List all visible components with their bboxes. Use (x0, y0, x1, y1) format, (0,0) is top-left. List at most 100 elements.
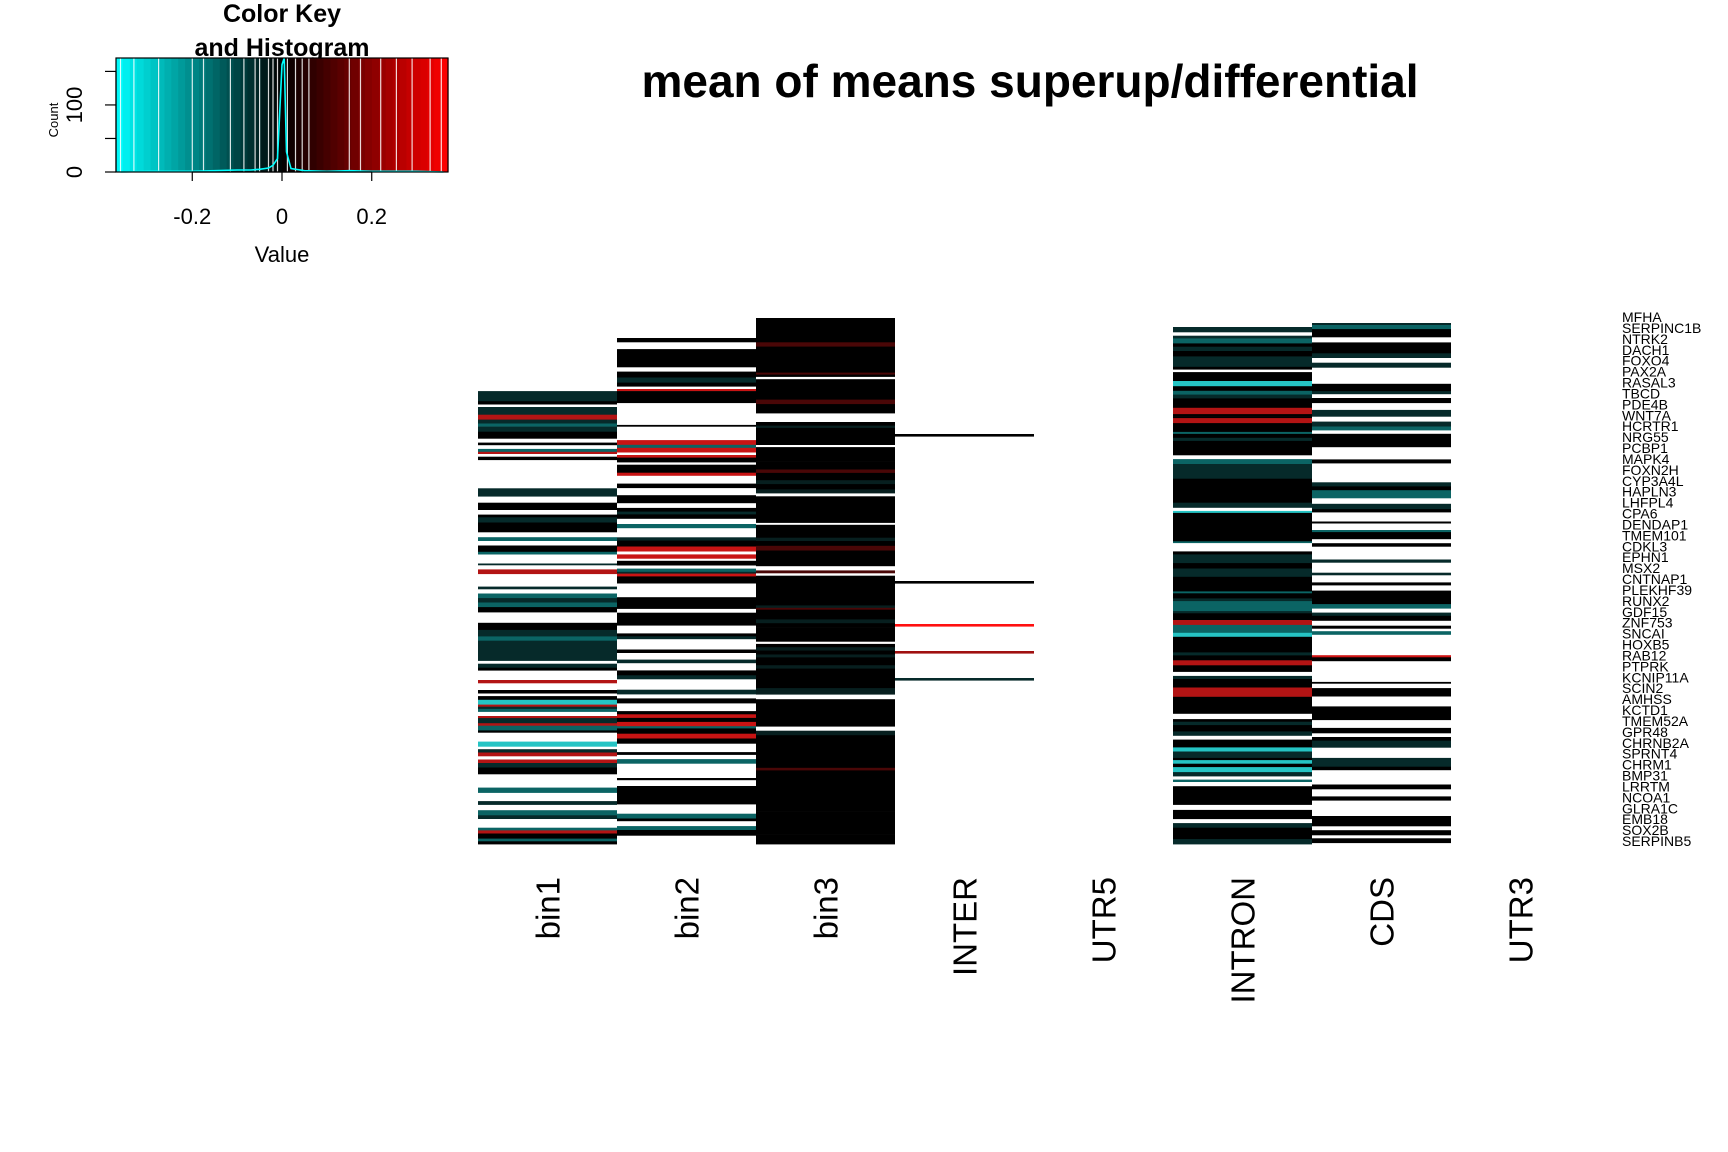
heatmap-cell (478, 723, 617, 726)
heatmap-cell (1312, 403, 1451, 407)
heatmap-cell (1312, 329, 1451, 335)
heatmap-cell (756, 358, 895, 362)
heatmap-cell (1173, 728, 1312, 732)
heatmap-cell (1173, 606, 1312, 612)
heatmap-cell (756, 427, 895, 433)
heatmap-cell (756, 522, 895, 526)
heatmap-cell (756, 360, 895, 365)
heatmap-cell (1312, 592, 1451, 596)
heatmap-cell (756, 694, 895, 700)
heatmap-cell (617, 495, 756, 499)
heatmap-cell (1312, 526, 1451, 531)
heatmap-cell (756, 619, 895, 624)
heatmap-cell (1312, 813, 1451, 817)
heatmap-cell (895, 553, 1034, 559)
heatmap-cell (617, 813, 756, 819)
heatmap-cell (617, 796, 756, 801)
heatmap-cell (478, 433, 617, 440)
heatmap-cell (756, 496, 895, 501)
color-key-segment (199, 58, 207, 172)
row-label: DENDAP1 (1622, 516, 1688, 532)
heatmap-cell (1312, 463, 1451, 470)
heatmap-cell (478, 779, 617, 784)
heatmap-cell (1173, 839, 1312, 845)
heatmap-cell (756, 322, 895, 328)
heatmap-cell (1173, 692, 1312, 698)
heatmap-cell (1173, 338, 1312, 344)
heatmap-cell (1173, 598, 1312, 602)
heatmap-cell (895, 498, 1034, 505)
heatmap-cell (617, 808, 756, 814)
heatmap-cell (1173, 819, 1312, 824)
heatmap-cell (617, 832, 756, 837)
heatmap-cell (1173, 670, 1312, 673)
row-label: GLRA1C (1622, 800, 1678, 816)
heatmap-cell (1312, 546, 1451, 550)
heatmap-cell (617, 592, 756, 598)
heatmap-cell (617, 672, 756, 676)
heatmap-cell (895, 513, 1034, 518)
heatmap-cell (895, 563, 1034, 569)
heatmap-cell (1173, 798, 1312, 803)
heatmap-cell (1312, 683, 1451, 689)
heatmap-cell (895, 542, 1034, 547)
heatmap-cell (478, 559, 617, 564)
heatmap-cell (1173, 343, 1312, 348)
heatmap-cell (756, 517, 895, 521)
heatmap-cell (756, 636, 895, 643)
heatmap-cell (1312, 578, 1451, 583)
heatmap-cell (1312, 498, 1451, 502)
heatmap-cell (1312, 353, 1451, 359)
heatmap-cell (756, 668, 895, 674)
heatmap-cell (478, 763, 617, 768)
heatmap-cell (478, 510, 617, 513)
heatmap-cell (1173, 796, 1312, 799)
heatmap-cell (1312, 430, 1451, 435)
heatmap-cell (1312, 362, 1451, 369)
heatmap-cell (617, 588, 756, 593)
heatmap-cell (1173, 719, 1312, 723)
heatmap-cell (1312, 676, 1451, 683)
heatmap-cell (478, 767, 617, 772)
heatmap-cell (756, 707, 895, 711)
heatmap-cell (478, 522, 617, 528)
heatmap-cell (1173, 507, 1312, 512)
heatmap-cell (617, 759, 756, 765)
heatmap-cell (895, 503, 1034, 508)
heatmap-cell (617, 665, 756, 671)
heatmap-cell (478, 636, 617, 642)
heatmap-cell (478, 675, 617, 681)
heatmap-cell (756, 364, 895, 368)
row-label: LHFPL4 (1622, 495, 1674, 511)
heatmap-cell (1312, 701, 1451, 707)
heatmap-cell (1173, 494, 1312, 500)
heatmap-cell (1173, 613, 1312, 618)
heatmap-cell (895, 450, 1034, 455)
heatmap-cell (617, 400, 756, 404)
heatmap-cell (756, 726, 895, 732)
row-label: ZNF753 (1622, 615, 1673, 631)
heatmap-cell (617, 507, 756, 512)
heatmap-cell (1173, 791, 1312, 797)
heatmap-cell (895, 753, 1034, 758)
heatmap-cell (478, 759, 617, 764)
heatmap-cell (895, 521, 1034, 525)
heatmap-cell (1173, 332, 1312, 337)
heatmap-cell (895, 606, 1034, 611)
heatmap-cell (1312, 590, 1451, 594)
row-label: CDKL3 (1622, 538, 1667, 554)
heatmap-column-inter (895, 434, 1034, 845)
heatmap-cell (756, 392, 895, 395)
heatmap-cell (617, 395, 756, 401)
heatmap-cell (1173, 423, 1312, 426)
heatmap-cell (756, 480, 895, 485)
column-label-bin2: bin2 (669, 877, 706, 939)
heatmap-cell (1173, 583, 1312, 588)
row-label: TMEM101 (1622, 527, 1687, 543)
heatmap-cell (1312, 447, 1451, 451)
heatmap-cell (1173, 403, 1312, 409)
heatmap-cell (478, 746, 617, 750)
row-label: HCRTR1 (1622, 418, 1679, 434)
heatmap-cell (1312, 585, 1451, 591)
heatmap-cell (478, 708, 617, 713)
